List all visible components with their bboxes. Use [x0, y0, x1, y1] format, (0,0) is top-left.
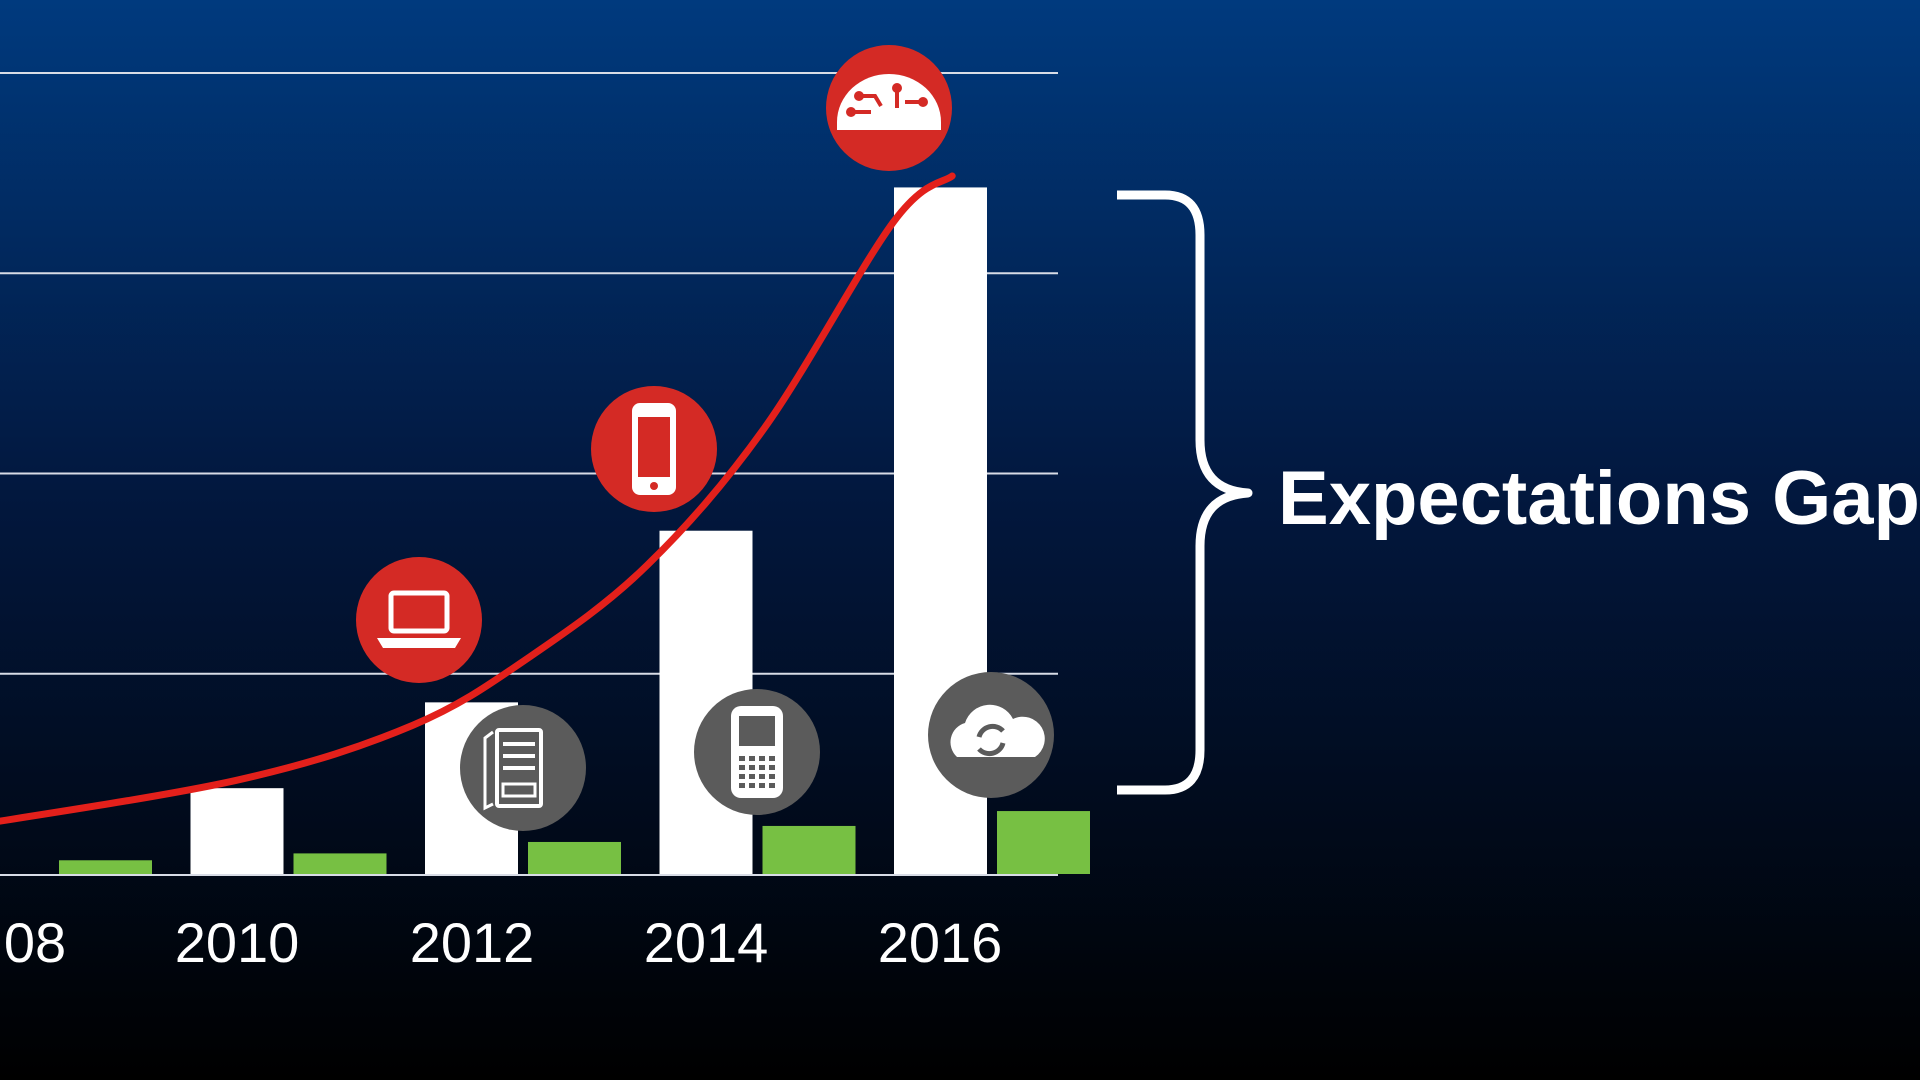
actual-bar-2014 — [762, 825, 856, 874]
blackberry-phone-icon-glyph — [731, 706, 783, 798]
x-tick-label: 2016 — [878, 911, 1003, 974]
actual-bar-2016 — [997, 811, 1090, 874]
x-tick-label: 2014 — [644, 911, 769, 974]
expectations-gap-label: Expectations Gap — [1278, 456, 1920, 541]
laptop-badge — [356, 557, 482, 683]
actual-bar-2010 — [293, 853, 387, 874]
laptop-icon — [356, 557, 482, 683]
actual-bar-2008 — [59, 860, 152, 874]
desktop-tower-icon-glyph — [483, 728, 543, 811]
expectation-bar-2010 — [190, 788, 284, 874]
desktop-tower-icon — [460, 705, 586, 831]
x-tick-label: 2012 — [410, 911, 535, 974]
smartphone-icon — [591, 386, 717, 512]
blackberry-phone-icon — [694, 689, 820, 815]
x-axis-ticks: 08 2010 2012 2014 2016 — [4, 911, 1002, 974]
cloud-sync-icon-glyph — [950, 704, 1045, 757]
curly-brace — [1117, 190, 1253, 795]
ai-brain-icon-glyph — [837, 74, 941, 130]
expectation-curve — [0, 172, 956, 825]
x-tick-label: 08 — [4, 911, 66, 974]
ai-brain-icon — [826, 45, 952, 171]
actual-bar-2012 — [528, 841, 621, 874]
smartphone-icon-glyph — [632, 403, 676, 495]
icon-badges — [356, 45, 1054, 831]
laptop-icon-glyph — [377, 590, 461, 648]
x-tick-label: 2010 — [175, 911, 300, 974]
cloud-sync-icon — [928, 672, 1054, 798]
